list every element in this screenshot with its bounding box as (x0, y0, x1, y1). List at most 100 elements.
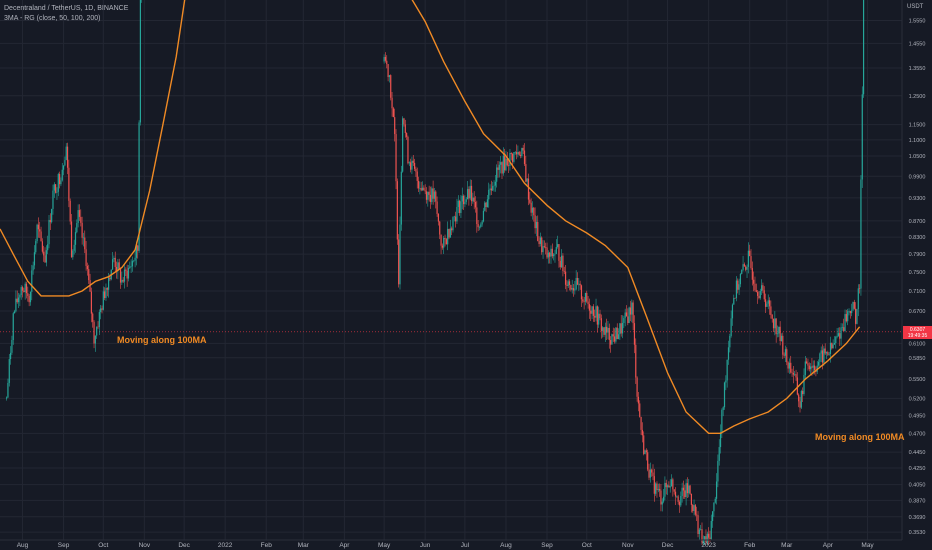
y-tick-label: 0.4950 (909, 413, 926, 419)
candle-body (508, 165, 510, 167)
candle-body (615, 327, 617, 342)
candle-body (676, 496, 678, 498)
candle-body (678, 501, 681, 506)
candle-body (513, 152, 515, 162)
candle-body (843, 327, 845, 331)
candle-body (93, 321, 95, 344)
y-tick-label: 1.1500 (909, 123, 926, 129)
candle-body (628, 307, 630, 324)
candle-body (796, 377, 798, 395)
candle-body (492, 186, 494, 191)
candle-body (443, 237, 445, 248)
x-tick-label: Jun (420, 542, 431, 549)
candle-body (415, 168, 417, 172)
candle-body (109, 277, 111, 280)
candle-body (580, 285, 583, 300)
candle-body (68, 167, 70, 201)
candle-body (734, 297, 736, 299)
candle-body (717, 460, 719, 482)
candle-body (587, 301, 589, 305)
candle-body (828, 353, 830, 355)
candle-body (417, 180, 420, 189)
candle-body (813, 365, 816, 371)
candle-body (700, 529, 702, 530)
candle-body (812, 365, 814, 368)
candle-body (440, 234, 442, 246)
candle-body (669, 486, 671, 488)
candle-body (139, 0, 141, 123)
candle-body (727, 347, 730, 360)
candle-body (111, 259, 114, 270)
price-axis[interactable]: 1.5550 1.4550 1.3550 1.2500 1.1500 1.1000 1.05… (909, 18, 926, 536)
candle-body (723, 382, 726, 408)
candle-body (472, 197, 474, 202)
candle-body (566, 284, 568, 286)
candle-body (530, 202, 532, 213)
y-tick-label: 1.2500 (909, 94, 926, 100)
candle-body (845, 314, 847, 322)
candle-body (841, 327, 843, 328)
candle-body (772, 318, 775, 329)
candle-body (808, 365, 810, 370)
candle-body (131, 261, 134, 267)
candle-body (49, 219, 51, 223)
candle-body (602, 327, 604, 331)
time-axis[interactable]: Aug Sep Oct Nov Dec 2022 Feb Mar Apr May Jun Jul Aug… (17, 542, 875, 549)
candle-body (459, 200, 461, 213)
candle-body (562, 255, 564, 271)
y-tick-label: 0.3870 (909, 498, 926, 504)
candle-body (629, 307, 632, 315)
candle-body (517, 151, 519, 155)
candle-body (829, 342, 832, 354)
y-tick-label: 1.5550 (909, 18, 926, 24)
candle-body (771, 314, 773, 319)
candle-body (620, 323, 622, 334)
candle-body (549, 252, 551, 257)
candle-body (632, 302, 634, 324)
candle-body (416, 171, 418, 181)
candle-body (738, 284, 740, 290)
candle-body (48, 219, 50, 245)
candle-body (108, 277, 110, 290)
candle-body (775, 318, 777, 335)
candle-body (584, 292, 587, 302)
candle-body (35, 241, 37, 253)
candle-body (65, 146, 67, 161)
indicator-legend[interactable]: 3MA - RG (close, 50, 100, 200) (4, 15, 101, 22)
x-tick-label: Feb (744, 542, 756, 549)
candle-body (533, 207, 535, 216)
candle-body (735, 280, 738, 299)
candle-body (719, 432, 722, 448)
candle-body (519, 154, 522, 156)
candle-body (526, 178, 528, 182)
x-tick-label: May (861, 542, 874, 549)
candle-body (399, 224, 401, 285)
candle-body (689, 485, 691, 494)
candle-body (563, 270, 565, 272)
candle-body (726, 359, 728, 381)
candle-body (431, 188, 433, 202)
candle-body (664, 482, 666, 497)
candle-body (45, 250, 47, 263)
candle-body (106, 287, 108, 290)
candle-body (761, 285, 763, 292)
candle-body (485, 202, 487, 208)
candle-body (122, 279, 124, 282)
y-tick-label: 1.4550 (909, 41, 926, 47)
candle-body (134, 257, 136, 261)
candle-body (11, 340, 13, 353)
candle-body (840, 327, 842, 339)
candle-body (743, 264, 745, 267)
candle-body (412, 160, 414, 163)
candle-body (627, 316, 629, 324)
candle-body (529, 199, 531, 203)
candle-body (754, 283, 756, 291)
candle-body (56, 191, 58, 193)
candle-body (763, 290, 765, 300)
candle-body (792, 373, 794, 375)
ma-100-line (0, 0, 186, 297)
candle-body (135, 245, 138, 258)
y-tick-label: 0.6700 (909, 309, 926, 315)
candle-body (768, 300, 771, 307)
